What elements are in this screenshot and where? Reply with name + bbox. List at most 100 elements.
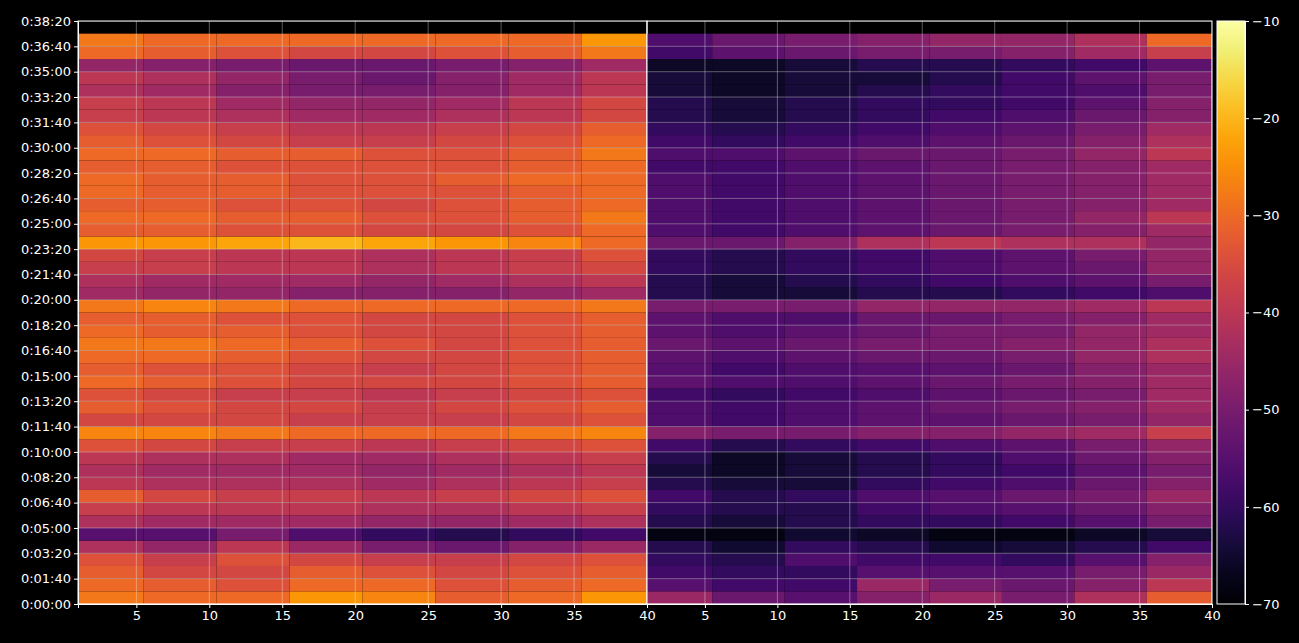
cell <box>217 325 290 338</box>
cell <box>290 439 363 452</box>
cell <box>435 198 508 211</box>
cells <box>647 21 1212 604</box>
cell <box>78 135 144 148</box>
cell <box>647 173 712 186</box>
cell <box>144 427 217 440</box>
y-tick: 0:15:00 <box>21 369 78 384</box>
x-axis: 510152025303540 <box>79 604 656 623</box>
cell <box>930 274 1002 287</box>
y-tick: 0:13:20 <box>21 394 78 409</box>
cell <box>1002 591 1074 604</box>
cell <box>217 439 290 452</box>
cell <box>290 528 363 541</box>
x-tick-label: 5 <box>701 608 709 623</box>
y-tick-mark <box>74 553 78 554</box>
cell <box>1147 224 1212 237</box>
cell <box>363 351 436 364</box>
cell <box>1074 313 1146 326</box>
cell <box>435 477 508 490</box>
cell <box>1147 515 1212 528</box>
y-tick-label: 0:16:40 <box>21 343 71 358</box>
cell <box>1002 376 1074 389</box>
cell <box>1074 566 1146 579</box>
cell <box>857 236 929 249</box>
cell <box>857 186 929 199</box>
cell <box>78 211 144 224</box>
cell <box>785 34 857 47</box>
cell <box>1147 262 1212 275</box>
cell <box>785 72 857 85</box>
cell <box>785 186 857 199</box>
cell <box>857 84 929 97</box>
cell <box>785 262 857 275</box>
cell <box>785 300 857 313</box>
cell <box>785 59 857 72</box>
cell <box>712 553 784 566</box>
cell <box>785 477 857 490</box>
cell <box>712 376 784 389</box>
x-tick-label: 30 <box>1059 608 1076 623</box>
y-tick-mark <box>74 401 78 402</box>
grid-line <box>501 21 502 604</box>
cell <box>581 198 647 211</box>
cell <box>581 414 647 427</box>
y-tick-label: 0:15:00 <box>21 369 71 384</box>
cell <box>857 59 929 72</box>
cell <box>363 389 436 402</box>
grid-line <box>647 249 1212 250</box>
colorbar-tick-label: −10 <box>1252 14 1279 29</box>
cell <box>217 97 290 110</box>
cell <box>581 160 647 173</box>
cell <box>1002 325 1074 338</box>
cell <box>290 236 363 249</box>
cell <box>363 477 436 490</box>
cell <box>144 553 217 566</box>
cell <box>144 287 217 300</box>
cell <box>785 338 857 351</box>
y-tick-label: 0:30:00 <box>21 140 71 155</box>
cell <box>785 110 857 123</box>
cell <box>290 198 363 211</box>
cell <box>1002 160 1074 173</box>
grid-line <box>994 21 995 604</box>
x-tick: 15 <box>842 604 859 623</box>
cell <box>435 401 508 414</box>
cell <box>78 236 144 249</box>
cell <box>930 262 1002 275</box>
cell <box>508 122 581 135</box>
grid-line <box>1067 21 1068 604</box>
cell <box>581 72 647 85</box>
cell <box>144 160 217 173</box>
frame <box>647 21 1212 604</box>
cell <box>1074 84 1146 97</box>
cell <box>857 198 929 211</box>
cell <box>857 300 929 313</box>
y-tick: 0:36:40 <box>21 39 78 54</box>
cell <box>1147 186 1212 199</box>
cell <box>581 274 647 287</box>
cell <box>857 135 929 148</box>
y-tick-label: 0:35:00 <box>21 64 71 79</box>
cell <box>930 553 1002 566</box>
y-tick-mark <box>74 148 78 149</box>
cell <box>930 338 1002 351</box>
x-tick: 30 <box>1059 604 1076 623</box>
cell <box>1074 579 1146 592</box>
cell <box>1002 566 1074 579</box>
cell <box>1002 515 1074 528</box>
cell <box>435 84 508 97</box>
cell <box>1074 59 1146 72</box>
cell <box>1074 300 1146 313</box>
cell <box>712 59 784 72</box>
cell <box>857 465 929 478</box>
y-tick: 0:20:00 <box>21 292 78 307</box>
cell <box>785 122 857 135</box>
x-tick-label: 25 <box>420 608 437 623</box>
grid-line <box>647 375 1212 376</box>
grid-line <box>78 97 647 98</box>
cell <box>363 110 436 123</box>
cell <box>144 363 217 376</box>
cell <box>930 401 1002 414</box>
cell <box>581 591 647 604</box>
cell <box>930 122 1002 135</box>
